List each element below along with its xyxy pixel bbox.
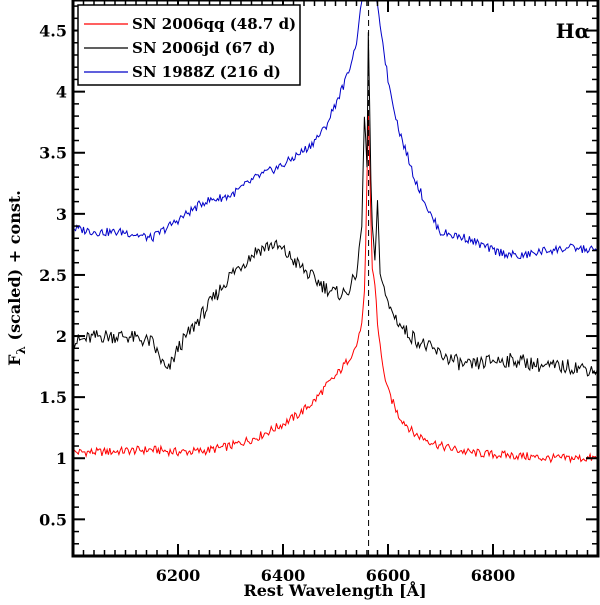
series-line-2006jd [73, 32, 598, 377]
y-axis-title-main: F [5, 354, 24, 366]
y-tick-label: 3 [56, 205, 67, 224]
y-tick-label: 2 [56, 327, 67, 346]
y-tick-label: 1 [56, 449, 67, 468]
y-axis-title-subscript: λ [14, 346, 28, 354]
x-tick-label: 6400 [261, 566, 306, 585]
y-axis-title-rest: (scaled) + const. [5, 190, 24, 346]
series-line-2006qq [73, 110, 598, 464]
legend: SN 2006qq (48.7 d) SN 2006jd (67 d) SN 1… [77, 4, 301, 86]
x-axis-title: Rest Wavelength [Å] [243, 579, 426, 600]
legend-label-1988z: SN 1988Z (216 d) [132, 63, 281, 81]
series-line-1988z [73, 0, 598, 260]
y-tick-label: 2.5 [39, 266, 67, 285]
y-tick-label: 0.5 [39, 510, 67, 529]
y-tick-label: 1.5 [39, 388, 67, 407]
x-tick-label: 6600 [366, 566, 411, 585]
legend-label-2006jd: SN 2006jd (67 d) [132, 39, 275, 57]
x-tick-label: 6200 [156, 566, 201, 585]
series-layer [73, 0, 598, 464]
y-tick-label: 4 [56, 83, 67, 102]
tick-layer: 6200 6400 6600 6800 0.5 1 1.5 2 2.5 3 3.5 4 4.5 [39, 0, 598, 585]
y-tick-label: 3.5 [39, 144, 67, 163]
plot-frame [71, 0, 600, 558]
y-axis-title: Fλ (scaled) + const. [5, 190, 28, 366]
y-tick-label: 4.5 [39, 22, 67, 41]
x-tick-label: 6800 [471, 566, 516, 585]
halpha-annotation: Hα [556, 19, 590, 43]
legend-label-2006qq: SN 2006qq (48.7 d) [132, 15, 296, 33]
